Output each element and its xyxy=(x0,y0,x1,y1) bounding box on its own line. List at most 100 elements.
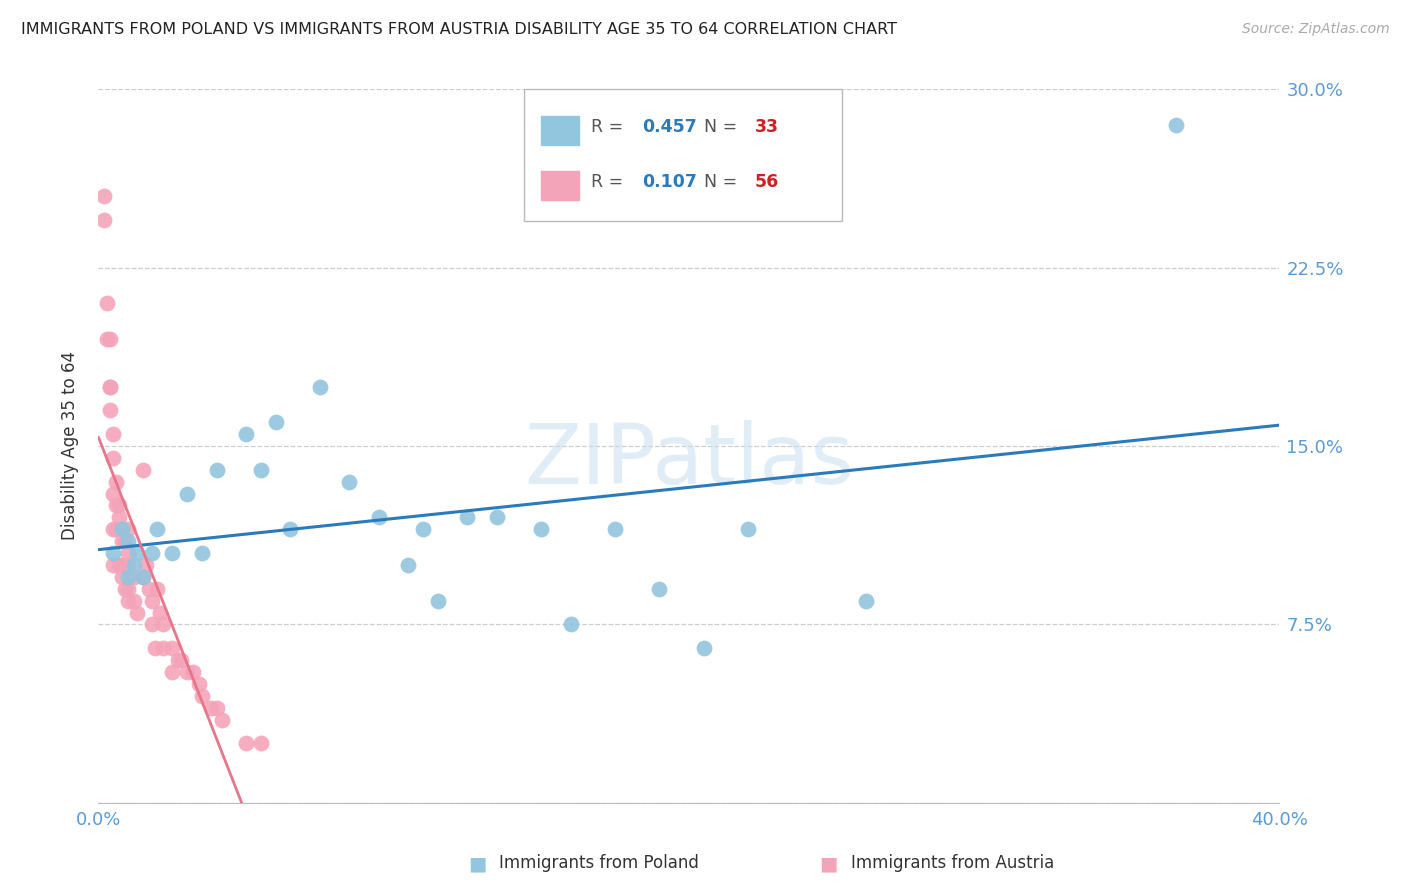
Text: Immigrants from Poland: Immigrants from Poland xyxy=(499,855,699,872)
Point xyxy=(135,558,157,572)
Point xyxy=(111,558,134,572)
Point xyxy=(103,522,125,536)
Point xyxy=(605,522,627,536)
Point xyxy=(132,570,155,584)
Point xyxy=(108,558,131,572)
Point xyxy=(98,403,121,417)
Point xyxy=(176,486,198,500)
FancyBboxPatch shape xyxy=(523,89,842,221)
Point xyxy=(427,593,450,607)
Point xyxy=(132,463,155,477)
Point xyxy=(146,582,169,596)
Point xyxy=(138,582,160,596)
Point xyxy=(456,510,478,524)
Text: ■: ■ xyxy=(820,854,838,873)
Point xyxy=(93,189,115,203)
Point xyxy=(339,475,360,489)
Point xyxy=(111,534,134,549)
Text: 56: 56 xyxy=(755,173,779,191)
Point xyxy=(125,546,148,560)
Point xyxy=(143,641,166,656)
Point xyxy=(235,427,257,442)
Point xyxy=(187,677,209,691)
Point xyxy=(98,379,121,393)
Text: R =: R = xyxy=(591,118,628,136)
Point xyxy=(250,463,273,477)
Point xyxy=(1164,118,1187,132)
Point xyxy=(146,522,169,536)
Point xyxy=(737,522,759,536)
Bar xyxy=(541,171,579,200)
Point xyxy=(117,534,139,549)
Point xyxy=(176,665,198,679)
Point xyxy=(117,570,139,584)
Bar xyxy=(541,116,579,145)
Point xyxy=(111,522,134,536)
Point xyxy=(152,641,174,656)
Point xyxy=(122,570,145,584)
Point xyxy=(108,499,131,513)
Point xyxy=(264,415,287,429)
Point xyxy=(117,582,139,596)
Point xyxy=(117,546,139,560)
Point xyxy=(250,736,273,750)
Point xyxy=(132,570,155,584)
Point xyxy=(141,546,163,560)
Point xyxy=(191,546,214,560)
Point xyxy=(103,427,125,442)
Point xyxy=(108,510,131,524)
Point xyxy=(235,736,257,750)
Text: 0.457: 0.457 xyxy=(641,118,696,136)
Text: ZIPatlas: ZIPatlas xyxy=(524,420,853,500)
Point xyxy=(368,510,391,524)
Point xyxy=(211,713,233,727)
Point xyxy=(125,606,148,620)
Point xyxy=(111,570,134,584)
Point xyxy=(103,450,125,465)
Point xyxy=(648,582,671,596)
Point xyxy=(105,475,128,489)
Point xyxy=(693,641,716,656)
Point xyxy=(309,379,332,393)
Point xyxy=(181,665,204,679)
Point xyxy=(191,689,214,703)
Text: Source: ZipAtlas.com: Source: ZipAtlas.com xyxy=(1241,22,1389,37)
Point xyxy=(93,213,115,227)
Point xyxy=(412,522,434,536)
Point xyxy=(103,558,125,572)
Point xyxy=(141,593,163,607)
Point xyxy=(103,546,125,560)
Text: ■: ■ xyxy=(468,854,486,873)
Text: 33: 33 xyxy=(755,118,779,136)
Point xyxy=(162,665,183,679)
Point xyxy=(205,700,228,714)
Point xyxy=(114,582,136,596)
Y-axis label: Disability Age 35 to 64: Disability Age 35 to 64 xyxy=(60,351,79,541)
Point xyxy=(117,522,139,536)
Point xyxy=(167,653,190,667)
Point xyxy=(105,522,128,536)
Point xyxy=(278,522,302,536)
Point xyxy=(152,617,174,632)
Point xyxy=(200,700,222,714)
Point xyxy=(98,332,121,346)
Point xyxy=(98,379,121,393)
Point xyxy=(396,558,419,572)
Point xyxy=(105,499,128,513)
Point xyxy=(117,593,139,607)
Point xyxy=(96,332,118,346)
Text: R =: R = xyxy=(591,173,628,191)
Point xyxy=(170,653,193,667)
Text: IMMIGRANTS FROM POLAND VS IMMIGRANTS FROM AUSTRIA DISABILITY AGE 35 TO 64 CORREL: IMMIGRANTS FROM POLAND VS IMMIGRANTS FRO… xyxy=(21,22,897,37)
Point xyxy=(560,617,582,632)
Point xyxy=(530,522,553,536)
Text: N =: N = xyxy=(704,173,742,191)
Point xyxy=(141,617,163,632)
Point xyxy=(205,463,228,477)
Point xyxy=(855,593,877,607)
Point xyxy=(96,296,118,310)
Text: 0.107: 0.107 xyxy=(641,173,696,191)
Point xyxy=(162,641,183,656)
Point xyxy=(117,558,139,572)
Text: N =: N = xyxy=(704,118,742,136)
